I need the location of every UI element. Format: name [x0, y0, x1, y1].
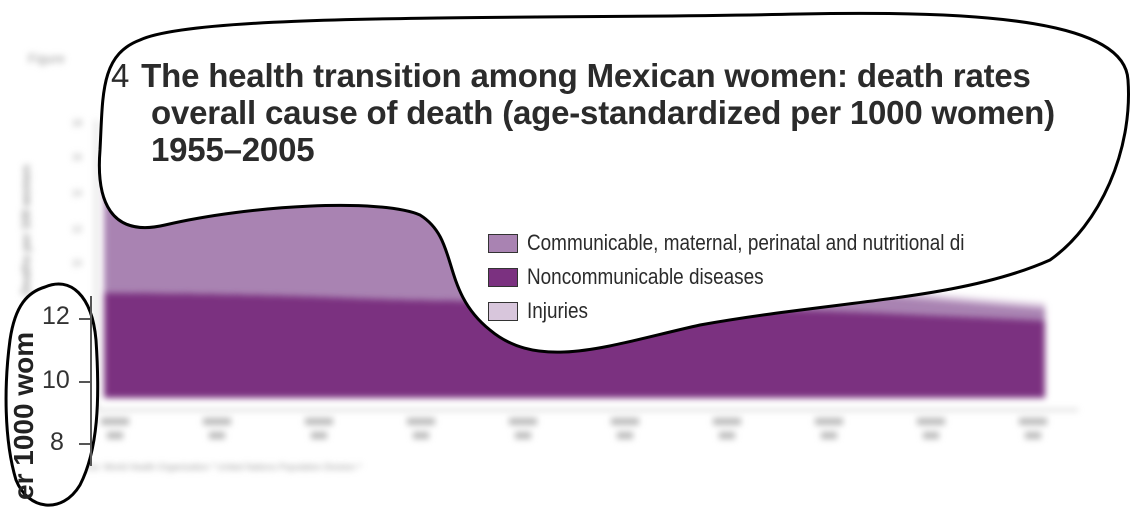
blurred-x-tick-label	[407, 418, 435, 425]
blurred-x-tick-label	[815, 418, 843, 425]
blurred-x-tick-label	[713, 418, 741, 425]
legend-item-injuries: Injuries	[488, 294, 1142, 328]
legend-item-communicable: Communicable, maternal, perinatal and nu…	[488, 226, 1142, 260]
legend-label: Communicable, maternal, perinatal and nu…	[527, 230, 965, 255]
title-callout-outline	[97, 11, 1130, 354]
legend-swatch	[488, 233, 518, 253]
legend-label: Injuries	[527, 298, 588, 323]
legend-swatch	[488, 267, 518, 287]
blurred-axis-decor: Figure 18 16 14 12 10 Deaths per 100 wom…	[19, 51, 1078, 472]
blurred-x-tick-label	[209, 432, 225, 439]
y-tick-label: 10	[42, 366, 70, 394]
legend-label: Noncommunicable diseases	[527, 264, 764, 289]
title-line-2: overall cause of death (age-standardized…	[151, 94, 1055, 131]
legend-item-noncommunicable: Noncommunicable diseases	[488, 260, 1142, 294]
blurred-x-tick-label	[203, 418, 231, 425]
blurred-x-tick-label	[311, 432, 327, 439]
blurred-x-tick-label	[917, 418, 945, 425]
blurred-x-tick-label	[617, 432, 633, 439]
area-communicable	[104, 168, 1045, 321]
y-axis-title: er 1000 wom	[8, 331, 39, 500]
blurred-tick: 14	[72, 188, 82, 198]
blurred-y-title: Deaths per 100 women	[19, 165, 33, 295]
y-tick-mark	[79, 318, 91, 320]
blurred-x-tick-label	[305, 418, 333, 425]
blurred-figure-prefix: Figure	[28, 51, 65, 66]
y-tick-mark	[79, 381, 91, 383]
blurred-source-note: Source: World Health Organization * Unit…	[70, 462, 362, 472]
blurred-x-tick-label	[413, 432, 429, 439]
blurred-x-tick-label	[1019, 418, 1047, 425]
blurred-x-tick-label	[611, 418, 639, 425]
blurred-x-tick-label	[719, 432, 735, 439]
chart-legend: Communicable, maternal, perinatal and nu…	[488, 226, 1142, 328]
figure-number: 4	[111, 57, 130, 94]
blurred-x-tick-label	[107, 432, 123, 439]
chart-title: 4 The health transition among Mexican wom…	[111, 57, 1142, 168]
blurred-tick: 16	[72, 152, 82, 162]
blurred-x-tick-label	[509, 418, 537, 425]
blurred-tick: 18	[72, 118, 82, 128]
legend-swatch	[488, 301, 518, 321]
blurred-tick: 12	[72, 224, 82, 234]
title-line-3: 1955–2005	[151, 131, 315, 168]
blurred-x-tick-label	[101, 418, 129, 425]
title-line-1: The health transition among Mexican wome…	[141, 57, 1031, 94]
blurred-x-tick-label	[821, 432, 837, 439]
y-tick-mark	[79, 443, 91, 445]
y-tick-label: 12	[42, 302, 70, 330]
blurred-x-tick-label	[923, 432, 939, 439]
y-tick-label: 8	[50, 428, 64, 456]
blurred-tick: 10	[72, 258, 82, 268]
y-axis-callout-outline	[4, 282, 100, 507]
blurred-x-tick-label	[1025, 432, 1041, 439]
blurred-x-tick-label	[515, 432, 531, 439]
blurred-x-tick-labels	[101, 418, 1047, 439]
